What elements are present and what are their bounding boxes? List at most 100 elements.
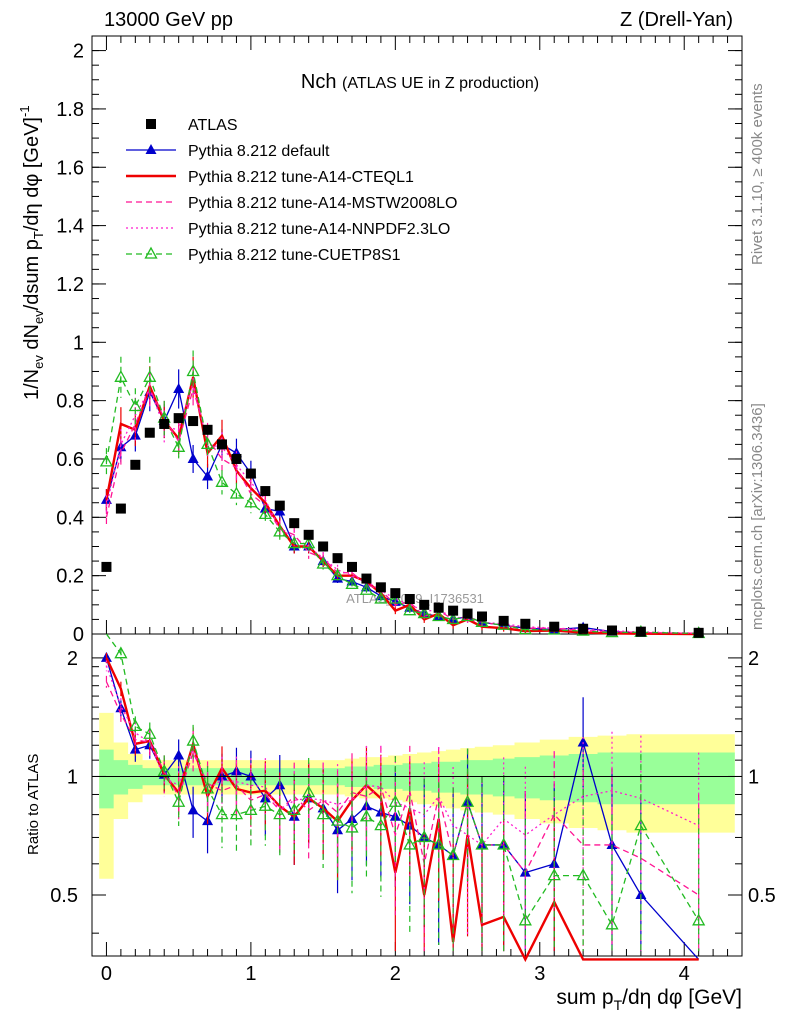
ratio-line [105,665,699,846]
ratio-point [388,794,402,807]
legend-marker [145,144,157,154]
series-line [105,380,699,634]
data-point [143,369,157,382]
legend-label: Pythia 8.212 tune-CUETP8S1 [188,247,401,264]
ratio-point [497,837,511,850]
x-tick-label: 4 [679,963,690,985]
x-tick-label: 3 [534,963,545,985]
data-point [274,500,285,511]
legend-label: Pythia 8.212 tune-A14-CTEQL1 [188,169,414,186]
title-sub: (ATLAS UE in Z production) [342,75,539,92]
ratio-y-tick-label: 0.5 [50,885,78,907]
ratio-band-inner [99,749,735,809]
data-point [202,470,214,481]
ratio-point [635,888,647,899]
main-y-axis-title: 1/Nev dNev/dsum pT/dη dφ [GeV]-1 [17,105,46,400]
ratio-point [605,917,619,930]
ratio-line [105,681,700,896]
ratio-point [460,794,475,807]
data-point [99,454,114,467]
data-point [693,627,704,638]
y-tick-label: 1.8 [56,99,84,121]
ratio-y-tick-label-right: 2 [748,648,759,670]
ratio-point [114,646,128,659]
plot-title: Nch (ATLAS UE in Z production) [301,71,539,93]
ratio-point [316,807,330,820]
legend-label: Pythia 8.212 tune-A14-NNPDF2.3LO [188,221,450,238]
data-point [289,518,300,529]
data-point [273,524,287,537]
y-tick-label: 0 [73,624,84,646]
data-point [498,615,509,626]
x-axis-title: sum pT/dη dφ [GeV] [556,986,742,1013]
data-point [144,427,155,438]
ratio-point [186,733,200,746]
data-point [245,468,256,479]
ratio-y-tick-label-right: 0.5 [748,885,776,907]
ratio-point [330,813,345,826]
legend-entry: Pythia 8.212 default [126,143,330,160]
data-point [229,486,244,499]
title-main: Nch [301,71,337,93]
ratio-point [244,803,258,816]
legend-label: Pythia 8.212 tune-A14-MSTW2008LO [188,195,457,212]
y-tick-label: 1.4 [56,216,84,238]
data-point [462,608,473,619]
ratio-point [258,798,272,811]
ratio-point [172,794,186,807]
data-point [347,561,357,572]
data-point [260,486,271,497]
data-point [375,582,386,593]
data-point [403,603,417,616]
ratio-line [105,633,700,927]
data-point [101,561,112,572]
legend-marker [144,246,158,259]
data-point [200,437,215,450]
y-tick-label: 2 [73,41,84,63]
ratio-point [576,868,590,881]
ratio-point [446,848,460,861]
data-point [404,593,415,604]
ratio-point [173,749,185,760]
data-point [173,382,185,393]
data-point [316,556,330,569]
ratio-point [273,807,287,820]
y-tick-label: 0.4 [56,507,84,529]
legend-entry: Pythia 8.212 tune-A14-NNPDF2.3LO [126,221,450,238]
data-point [432,609,446,622]
data-point [186,364,200,377]
energy-label: 13000 GeV pp [104,9,233,31]
data-point [303,529,314,540]
ratio-point [215,807,229,820]
ratio-panel-frame [91,633,743,957]
process-label: Z (Drell-Yan) [620,9,733,31]
data-point [258,507,272,520]
data-point [446,612,460,625]
ratio-y-tick-label: 1 [67,766,78,788]
ratio-series-4 [105,633,706,952]
y-tick-label: 1.2 [56,274,84,296]
legend: ATLAS Pythia 8.212 default Pythia 8.212 tu… [126,117,457,264]
y-tick-label: 1.6 [56,157,84,179]
ratio-point [359,809,374,822]
data-point [332,553,343,564]
data-point [374,591,388,604]
x-tick-label: 0 [101,963,112,985]
legend-entry: Pythia 8.212 tune-A14-CTEQL1 [126,169,414,186]
data-point [244,495,258,508]
ratio-y-tick-label-right: 1 [748,766,759,788]
ratio-point [187,804,199,815]
ratio-point [157,764,171,777]
rivet-label: Rivet 3.1.10, ≥ 400k events [749,83,766,265]
ratio-point [200,781,215,794]
data-point [115,503,126,514]
legend-label: ATLAS [188,117,238,134]
data-point [188,416,199,427]
legend-entry: Pythia 8.212 tune-CUETP8S1 [126,246,401,264]
data-point [607,625,617,636]
data-point [187,452,199,463]
data-point [361,573,372,584]
ratio-line [105,657,699,963]
data-point [433,602,444,613]
